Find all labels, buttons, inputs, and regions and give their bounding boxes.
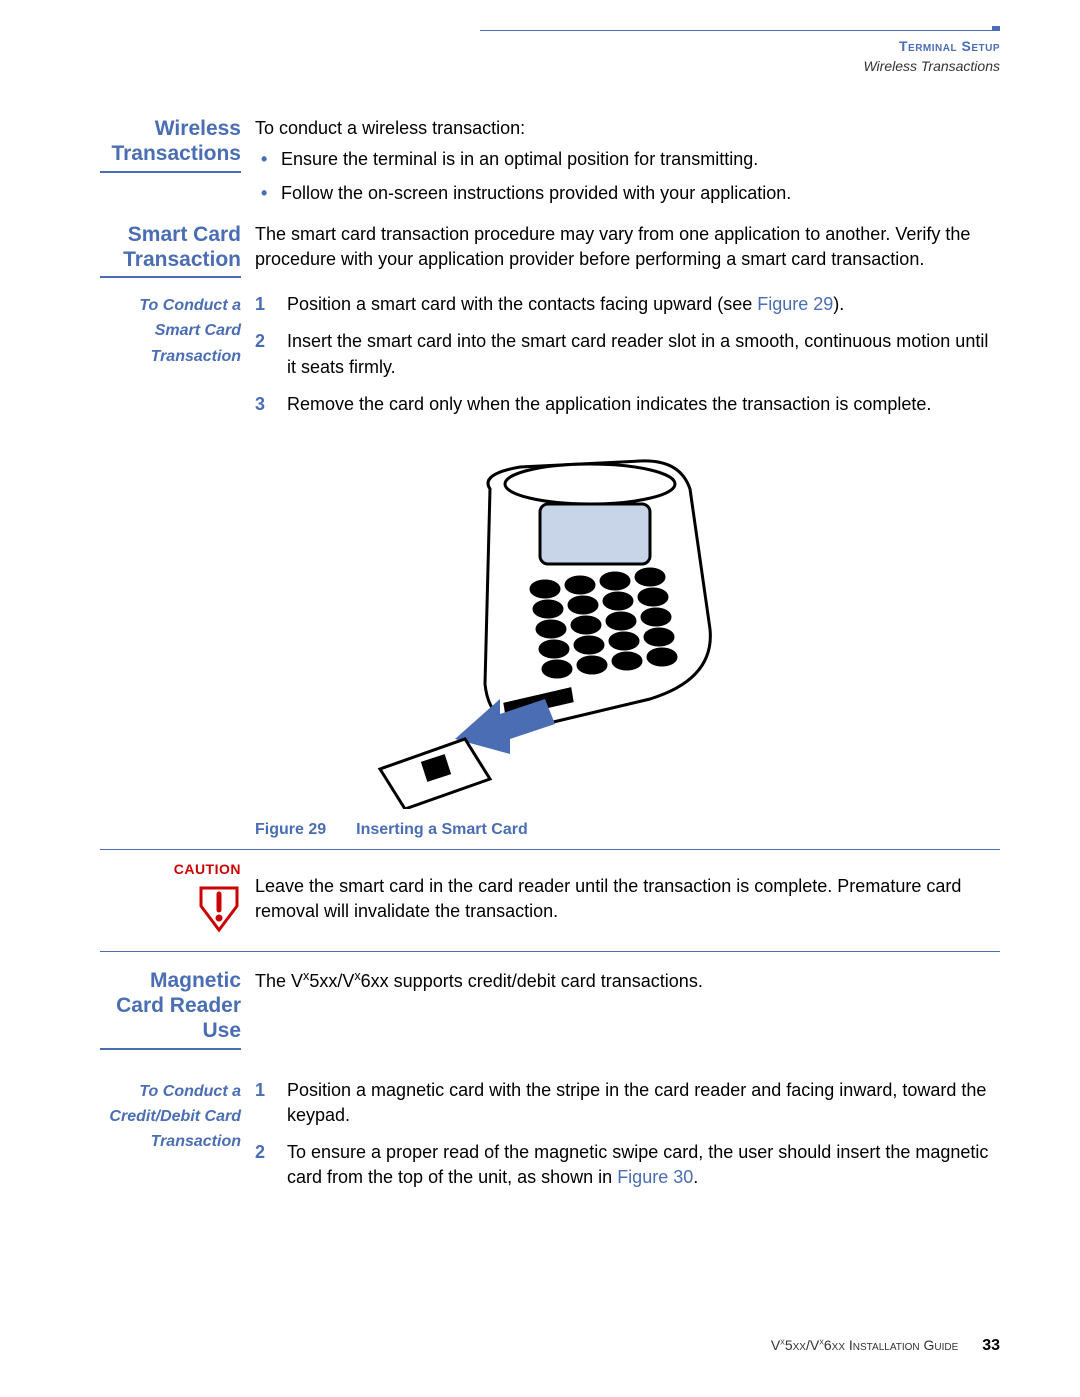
smartcard-step: 3Remove the card only when the applicati… [255,392,1000,417]
magnetic-step: 1Position a magnetic card with the strip… [255,1078,1000,1128]
heading-smartcard: Smart Card Transaction [100,222,241,278]
subsection-smartcard-steps: To Conduct a Smart Card Transaction 1 Po… [100,292,1000,429]
subheading-magnetic: To Conduct a Credit/Debit Card Transacti… [109,1083,241,1150]
subsection-magnetic-steps: To Conduct a Credit/Debit Card Transacti… [100,1078,1000,1203]
wireless-bullet: Follow the on-screen instructions provid… [281,181,1000,206]
figure-link[interactable]: Figure 30 [617,1167,693,1187]
figure-caption: Figure 29Inserting a Smart Card [100,819,1000,850]
heading-wireless: Wireless Transactions [100,116,241,172]
terminal-illustration [340,449,760,809]
caution-label: CAUTION [100,860,241,880]
magnetic-intro: The Vx5xx/Vx6xx supports credit/debit ca… [255,968,1000,994]
smartcard-intro: The smart card transaction procedure may… [255,222,1000,272]
magnetic-step: 2 To ensure a proper read of the magneti… [255,1140,1000,1190]
running-header: Terminal Setup Wireless Transactions [100,37,1000,76]
caution-icon [197,884,241,941]
caution-text: Leave the smart card in the card reader … [255,860,1000,924]
smartcard-step: 2Insert the smart card into the smart ca… [255,329,1000,379]
header-chapter: Terminal Setup [100,37,1000,57]
header-section: Wireless Transactions [100,57,1000,77]
section-magnetic: Magnetic Card Reader Use The Vx5xx/Vx6xx… [100,968,1000,1050]
page-number: 33 [982,1337,1000,1354]
page-footer: Vx5xx/Vx6xx Installation Guide 33 [771,1335,1000,1357]
heading-magnetic: Magnetic Card Reader Use [100,968,241,1050]
wireless-bullet: Ensure the terminal is in an optimal pos… [281,147,1000,172]
smartcard-step: 1 Position a smart card with the contact… [255,292,1000,317]
section-smartcard: Smart Card Transaction The smart card tr… [100,222,1000,278]
figure-29 [100,449,1000,809]
figure-link[interactable]: Figure 29 [757,294,833,314]
section-wireless: Wireless Transactions To conduct a wirel… [100,116,1000,214]
caution-block: CAUTION Leave the smart card in the card… [100,850,1000,952]
subheading-smartcard: To Conduct a Smart Card Transaction [139,297,241,364]
wireless-intro: To conduct a wireless transaction: [255,116,1000,141]
